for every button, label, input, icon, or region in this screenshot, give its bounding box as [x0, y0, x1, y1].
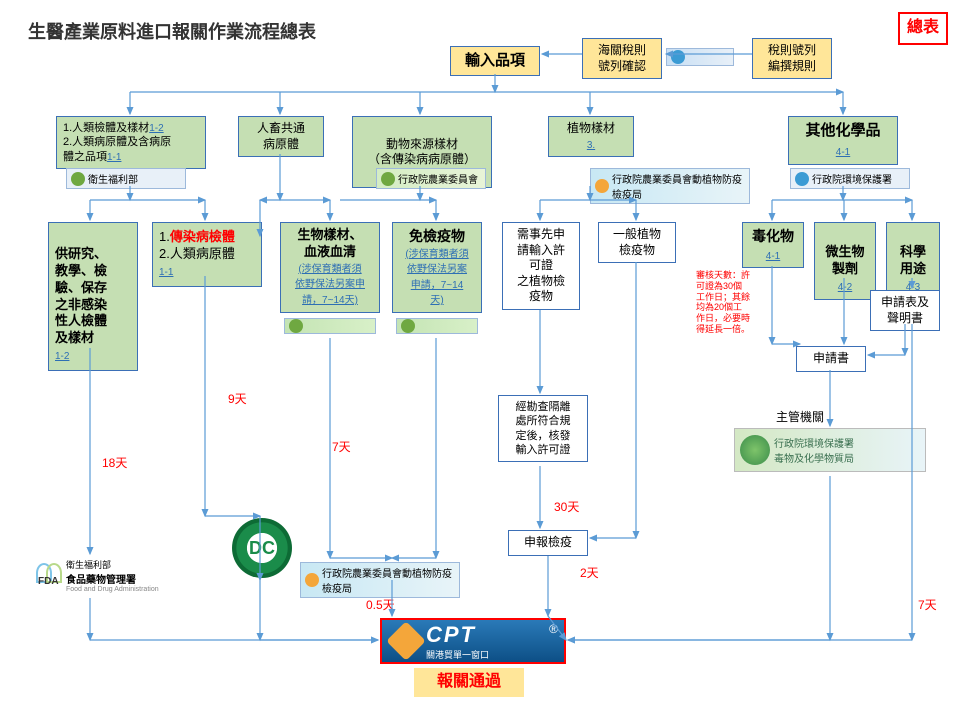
- science-text: 科學 用途: [900, 244, 926, 276]
- master-table-button[interactable]: 總表: [898, 12, 948, 45]
- duration-30: 30天: [554, 498, 579, 515]
- mohw-label: 衛生福利部: [88, 171, 138, 186]
- bio-note: (涉保育類者須 依野保法另案申 請，7~14天): [295, 264, 365, 306]
- research-node: 供研究、 教學、檢 驗、保存 之非感染 性人檢體 及樣材 1-2: [48, 222, 138, 371]
- app-form-node: 申請表及 聲明書: [870, 290, 940, 331]
- mohw-badge: 衛生福利部: [66, 168, 186, 189]
- agency-icon: [289, 319, 303, 333]
- tcsb-badge: 行政院環境保護署 毒物及化學物質局: [734, 428, 926, 472]
- human-category-node: 1.人類檢體及樣材1-2 2.人類病原體及含病原 體之品項1-1: [56, 116, 206, 169]
- cpt-logo-icon: [386, 621, 426, 661]
- toxic-note: 審核天數：許 可證為30個 工作日；其餘 均為20個工 作日，必要時 得延長一倍…: [696, 270, 766, 335]
- coa-label: 行政院農業委員會: [398, 171, 478, 186]
- ref-link[interactable]: 3.: [587, 140, 595, 151]
- pass-label: 報關通過: [414, 668, 524, 697]
- toxic-text: 毒化物: [752, 228, 794, 244]
- duration-18: 18天: [102, 454, 127, 471]
- tariff-rules-node: 稅則號列 編撰規則: [752, 38, 832, 79]
- exempt-title: 免檢疫物: [409, 228, 465, 244]
- isolation-node: 經勘查隔離 處所符合規 定後，核發 輸入許可證: [498, 395, 588, 462]
- exempt-node: 免檢疫物 (涉保育類者須 依野保法另案 申請，7~14 天): [392, 222, 482, 313]
- ref-link[interactable]: 4-1: [836, 147, 850, 158]
- ref-link[interactable]: 4-1: [766, 251, 780, 262]
- research-text: 供研究、 教學、檢 驗、保存 之非感染 性人檢體 及樣材: [55, 246, 107, 345]
- plant-general-node: 一般植物 檢疫物: [598, 222, 676, 263]
- cpt-sub: 關港貿單一窗口: [426, 648, 489, 661]
- baphiq-label: 行政院農業委員會動植物防疫檢疫局: [612, 171, 745, 201]
- authority-label: 主管機關: [776, 408, 824, 425]
- customs-agency-badge: [666, 48, 734, 66]
- fda-b: 食品藥物管理署: [66, 571, 159, 586]
- other-text: 其他化學品: [805, 122, 880, 139]
- epa-badge: 行政院環境保護署: [790, 168, 910, 189]
- baphiq-badge: 行政院農業委員會動植物防疫檢疫局: [590, 168, 750, 204]
- duration-05: 0.5天: [366, 596, 395, 613]
- duration-7b: 7天: [918, 596, 937, 613]
- customs-confirm-node: 海關稅則 號列確認: [582, 38, 662, 79]
- ref-link[interactable]: 1-2: [55, 351, 69, 362]
- agency-badge-bio: [284, 318, 376, 334]
- plant-text: 植物樣材: [567, 121, 615, 135]
- tcsb-label: 行政院環境保護署 毒物及化學物質局: [774, 435, 854, 465]
- agency-icon: [595, 179, 609, 193]
- baphiq-badge-2: 行政院農業委員會動植物防疫檢疫局: [300, 562, 460, 598]
- agency-icon: [71, 172, 85, 186]
- ref-link[interactable]: 4-2: [838, 282, 852, 293]
- ref-link[interactable]: 1-2: [149, 123, 163, 134]
- fda-en: Food and Drug Administration: [66, 586, 159, 593]
- duration-2: 2天: [580, 564, 599, 581]
- application-node: 申請書: [796, 346, 866, 372]
- animal-text: 動物來源樣材 （含傳染病病原體）: [368, 137, 476, 167]
- agency-icon: [381, 172, 395, 186]
- plant-permit-node: 需事先申 請輸入許 可證 之植物檢 疫物: [502, 222, 580, 310]
- plant-node: 植物樣材 3.: [548, 116, 634, 157]
- toxic-node: 毒化物 4-1: [742, 222, 804, 268]
- agency-icon: [795, 172, 809, 186]
- duration-9: 9天: [228, 390, 247, 407]
- agency-icon: [671, 50, 685, 64]
- infectious-red: 傳染病檢體: [170, 229, 235, 244]
- ref-link[interactable]: 1-1: [159, 267, 173, 278]
- duration-7a: 7天: [332, 438, 351, 455]
- ref-link[interactable]: 1-1: [107, 152, 121, 163]
- cpt-box: CPT 關港貿單一窗口 ®: [380, 618, 566, 664]
- baphiq-label-2: 行政院農業委員會動植物防疫檢疫局: [322, 565, 455, 595]
- agency-icon: [305, 573, 319, 587]
- zoonotic-node: 人畜共通 病原體: [238, 116, 324, 157]
- bio-title: 生物樣材、 血液血清: [297, 227, 362, 259]
- other-chem-node: 其他化學品 4-1: [788, 116, 898, 165]
- agency-badge-exempt: [396, 318, 478, 334]
- infectious-node: 1.傳染病檢體 2.人類病原體1-1: [152, 222, 262, 287]
- coa-badge: 行政院農業委員會: [376, 168, 486, 189]
- input-item-node: 輸入品項: [450, 46, 540, 76]
- cpt-name: CPT: [426, 622, 489, 648]
- agency-icon: [740, 435, 770, 465]
- science-node: 科學 用途4-3: [886, 222, 940, 300]
- declare-node: 申報檢疫: [508, 530, 588, 556]
- microbe-text: 微生物 製劑: [825, 244, 864, 276]
- bio-node: 生物樣材、 血液血清 (涉保育類者須 依野保法另案申 請，7~14天): [280, 222, 380, 313]
- epa-label: 行政院環境保護署: [812, 171, 892, 186]
- page-title: 生醫產業原料進口報關作業流程總表: [28, 18, 316, 44]
- exempt-note: (涉保育類者須 依野保法另案 申請，7~14 天): [405, 249, 468, 307]
- agency-icon: [401, 319, 415, 333]
- cdc-badge: DC: [232, 518, 292, 578]
- microbe-node: 微生物 製劑 4-2: [814, 222, 876, 300]
- fda-t: 衛生福利部: [66, 558, 159, 571]
- human-line1: 1.人類檢體及樣材: [63, 122, 149, 134]
